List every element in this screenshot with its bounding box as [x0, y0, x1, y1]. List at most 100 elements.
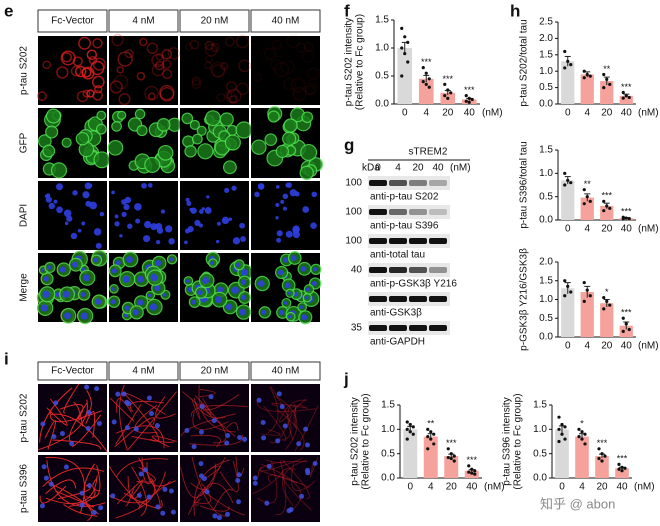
cell: [196, 125, 207, 136]
micrograph-bg: [180, 36, 249, 105]
nucleus: [85, 425, 91, 431]
cell: [292, 86, 307, 102]
nucleus: [235, 478, 241, 484]
x-tick-label: 0: [565, 341, 571, 352]
panel-letter: h: [510, 1, 520, 20]
neurite: [116, 398, 132, 414]
data-point: [421, 80, 425, 84]
y-tick-label: 1.5: [375, 15, 389, 26]
data-point: [566, 59, 570, 63]
neurite: [252, 471, 284, 495]
nucleus: [194, 219, 201, 227]
y-tick-label: 2.5: [539, 17, 553, 28]
nucleus: [121, 199, 127, 205]
x-tick-label: 0: [565, 108, 571, 119]
data-point: [585, 195, 589, 199]
data-point: [563, 171, 567, 175]
band: [429, 209, 447, 215]
neurite: [262, 405, 287, 442]
band-label: anti-p-tau S396: [370, 221, 439, 232]
column-header: 4 nM: [132, 16, 154, 27]
y-tick-label: 0.5: [375, 71, 389, 82]
cell: [271, 39, 282, 50]
micrograph: [180, 455, 249, 522]
nucleus: [206, 195, 210, 199]
neurite: [267, 386, 279, 434]
nucleus: [147, 293, 152, 298]
micrograph-bg: [251, 384, 320, 452]
neurite: [46, 460, 106, 507]
nucleus: [254, 191, 260, 198]
band: [389, 267, 407, 273]
band: [389, 238, 407, 244]
nucleus: [142, 467, 148, 473]
x-unit: (nM): [484, 482, 505, 493]
band: [369, 325, 387, 331]
nucleus: [43, 276, 49, 282]
nucleus: [294, 191, 300, 197]
data-point: [597, 456, 601, 461]
panel-letter: g: [344, 135, 354, 154]
nucleus: [197, 289, 203, 296]
data-point: [566, 284, 570, 288]
neurite: [45, 479, 77, 495]
cell: [224, 134, 241, 151]
neurite: [71, 414, 102, 448]
band: [389, 180, 407, 186]
y-axis-label: p-tau S396 intensity: [502, 397, 513, 485]
significance: *: [580, 419, 584, 429]
cell: [253, 72, 263, 83]
neurite: [49, 408, 103, 423]
nucleus: [191, 444, 197, 450]
nucleus: [235, 262, 241, 267]
x-unit: (nM): [638, 341, 659, 352]
cell: [282, 131, 297, 146]
data-point: [467, 470, 471, 474]
row-label: GFP: [19, 132, 30, 153]
nucleus: [160, 510, 166, 516]
nucleus: [302, 206, 310, 213]
data-point: [582, 76, 586, 80]
micrograph: [107, 251, 178, 322]
nucleus: [165, 225, 173, 233]
nucleus: [280, 199, 285, 204]
neurite: [155, 396, 176, 419]
data-point: [621, 90, 625, 95]
data-point: [467, 96, 471, 100]
bar: [555, 429, 569, 478]
neurite: [198, 384, 236, 433]
significance: ***: [466, 455, 477, 465]
nucleus: [288, 507, 294, 513]
blot-strip: [368, 205, 450, 219]
cell: [236, 82, 250, 96]
neurite: [45, 475, 98, 505]
data-point: [582, 281, 586, 285]
neurite: [122, 391, 160, 442]
micrograph: [251, 33, 320, 105]
nucleus: [311, 280, 317, 286]
micrograph: [251, 455, 320, 522]
data-point: [563, 279, 567, 283]
nucleus: [150, 274, 158, 282]
cell: [286, 33, 301, 48]
significance: ***: [446, 438, 457, 448]
y-tick-label: 1.0: [539, 294, 553, 305]
neurite: [92, 477, 101, 492]
data-point: [400, 26, 404, 30]
data-point: [621, 329, 625, 333]
nucleus: [150, 223, 158, 231]
cell: [136, 71, 146, 81]
column-header: Fc-Vector: [51, 16, 94, 27]
cell: [162, 59, 172, 69]
bar: [619, 95, 633, 104]
nucleus: [184, 240, 188, 245]
nucleus: [261, 435, 267, 441]
data-point: [602, 296, 606, 300]
data-point: [452, 459, 456, 463]
nucleus: [80, 292, 86, 298]
neurite: [127, 391, 177, 451]
cell: [274, 62, 290, 78]
nucleus: [84, 384, 90, 390]
cell: [301, 111, 314, 124]
column-header: 40 nM: [272, 366, 300, 377]
